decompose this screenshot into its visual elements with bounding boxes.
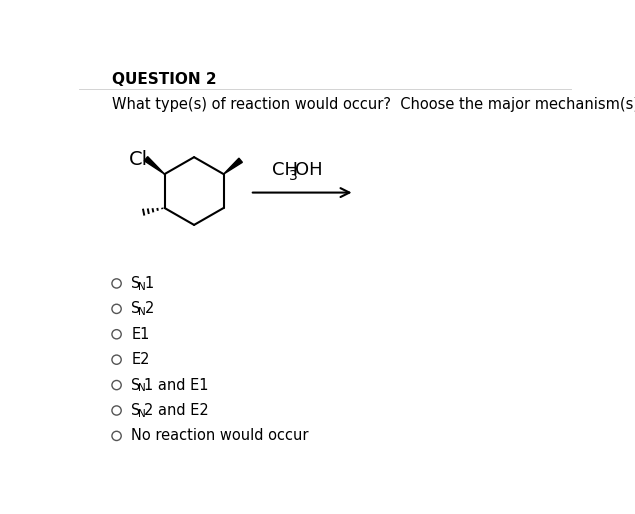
Text: N: N <box>138 282 146 291</box>
Text: OH: OH <box>295 161 323 179</box>
Polygon shape <box>144 157 164 174</box>
Text: S: S <box>131 378 141 393</box>
Text: 1 and E1: 1 and E1 <box>145 378 209 393</box>
Text: What type(s) of reaction would occur?  Choose the major mechanism(s).: What type(s) of reaction would occur? Ch… <box>112 97 635 112</box>
Text: No reaction would occur: No reaction would occur <box>131 428 309 444</box>
Text: N: N <box>138 409 146 418</box>
Text: S: S <box>131 276 141 291</box>
Text: S: S <box>131 403 141 418</box>
Text: 1: 1 <box>145 276 154 291</box>
Text: QUESTION 2: QUESTION 2 <box>112 72 217 87</box>
Text: 3: 3 <box>289 169 297 182</box>
Text: Cl: Cl <box>129 150 148 169</box>
Text: 2 and E2: 2 and E2 <box>145 403 209 418</box>
Text: CH: CH <box>272 161 298 179</box>
Polygon shape <box>224 158 243 174</box>
Text: S: S <box>131 301 141 316</box>
Text: E1: E1 <box>131 327 150 342</box>
Text: E2: E2 <box>131 352 150 367</box>
Text: 2: 2 <box>145 301 154 316</box>
Text: N: N <box>138 383 146 393</box>
Text: N: N <box>138 307 146 317</box>
